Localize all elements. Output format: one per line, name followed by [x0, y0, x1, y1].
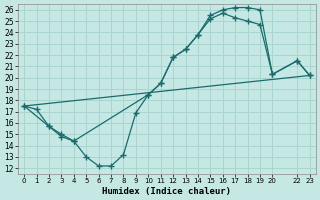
X-axis label: Humidex (Indice chaleur): Humidex (Indice chaleur)	[102, 187, 231, 196]
